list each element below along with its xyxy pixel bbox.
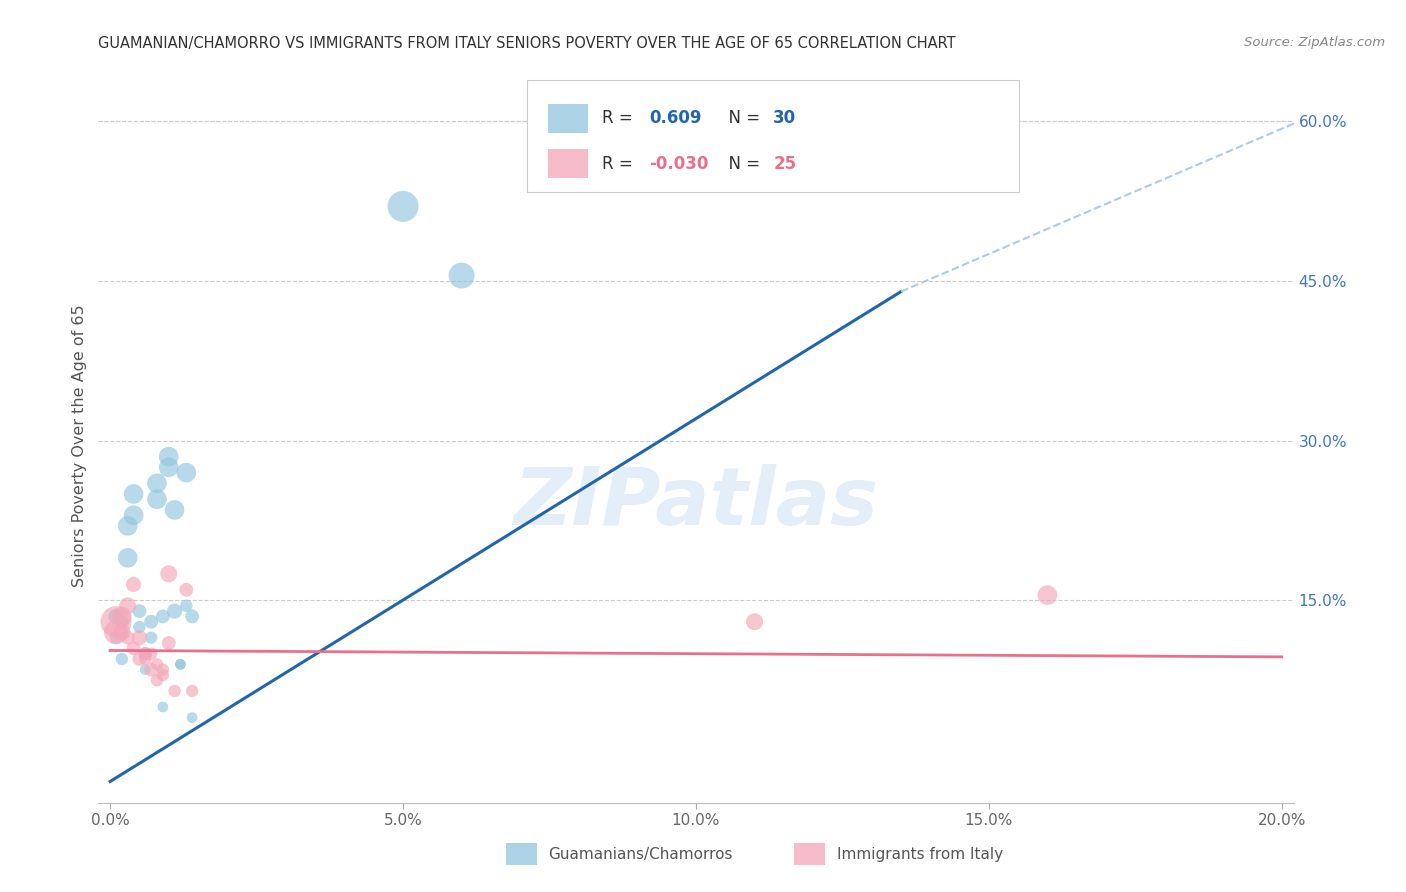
Point bbox=[134, 647, 156, 661]
Text: -0.030: -0.030 bbox=[650, 154, 709, 172]
Point bbox=[146, 673, 169, 688]
Point bbox=[174, 599, 197, 613]
Text: 25: 25 bbox=[773, 154, 796, 172]
Point bbox=[105, 609, 128, 624]
Point bbox=[157, 566, 180, 581]
Point bbox=[128, 652, 150, 666]
Point bbox=[141, 663, 163, 677]
Point bbox=[152, 668, 174, 682]
Text: N =: N = bbox=[718, 154, 766, 172]
Point bbox=[1036, 588, 1059, 602]
Point bbox=[141, 647, 163, 661]
Point bbox=[450, 268, 472, 283]
Text: GUAMANIAN/CHAMORRO VS IMMIGRANTS FROM ITALY SENIORS POVERTY OVER THE AGE OF 65 C: GUAMANIAN/CHAMORRO VS IMMIGRANTS FROM IT… bbox=[98, 36, 956, 51]
Point bbox=[122, 641, 145, 656]
Point bbox=[152, 663, 174, 677]
Point bbox=[141, 615, 163, 629]
Text: R =: R = bbox=[602, 154, 638, 172]
Point bbox=[392, 199, 415, 213]
Point bbox=[157, 450, 180, 464]
Point bbox=[174, 582, 197, 597]
Point bbox=[111, 625, 134, 640]
Text: N =: N = bbox=[718, 110, 766, 128]
Point bbox=[111, 615, 134, 629]
Point bbox=[181, 684, 204, 698]
Point bbox=[117, 599, 139, 613]
Text: ZIPatlas: ZIPatlas bbox=[513, 464, 879, 542]
Point bbox=[152, 700, 174, 714]
Text: Source: ZipAtlas.com: Source: ZipAtlas.com bbox=[1244, 36, 1385, 49]
Point bbox=[174, 466, 197, 480]
Point bbox=[128, 620, 150, 634]
Point bbox=[744, 615, 766, 629]
Point bbox=[122, 577, 145, 591]
Point bbox=[122, 487, 145, 501]
Point bbox=[134, 647, 156, 661]
Point bbox=[157, 636, 180, 650]
Point bbox=[146, 492, 169, 507]
Text: Guamanians/Chamorros: Guamanians/Chamorros bbox=[548, 847, 733, 862]
Point bbox=[169, 657, 191, 672]
Point bbox=[105, 631, 128, 645]
Point bbox=[163, 684, 186, 698]
Point bbox=[117, 519, 139, 533]
Point bbox=[163, 604, 186, 618]
Text: R =: R = bbox=[602, 110, 638, 128]
Point bbox=[152, 609, 174, 624]
Point bbox=[163, 503, 186, 517]
Point bbox=[111, 652, 134, 666]
Point bbox=[111, 609, 134, 624]
Point bbox=[105, 615, 128, 629]
Point bbox=[146, 657, 169, 672]
Point bbox=[141, 631, 163, 645]
Point bbox=[134, 663, 156, 677]
Text: Immigrants from Italy: Immigrants from Italy bbox=[837, 847, 1002, 862]
Point bbox=[181, 609, 204, 624]
Point bbox=[157, 460, 180, 475]
Text: 30: 30 bbox=[773, 110, 796, 128]
Point bbox=[146, 476, 169, 491]
Point bbox=[128, 604, 150, 618]
Point bbox=[169, 657, 191, 672]
Point bbox=[122, 508, 145, 523]
Point bbox=[105, 625, 128, 640]
Point bbox=[117, 550, 139, 565]
Text: 0.609: 0.609 bbox=[650, 110, 702, 128]
Point bbox=[117, 631, 139, 645]
Point bbox=[128, 631, 150, 645]
Y-axis label: Seniors Poverty Over the Age of 65: Seniors Poverty Over the Age of 65 bbox=[72, 305, 87, 587]
Point bbox=[134, 652, 156, 666]
Point bbox=[181, 710, 204, 724]
